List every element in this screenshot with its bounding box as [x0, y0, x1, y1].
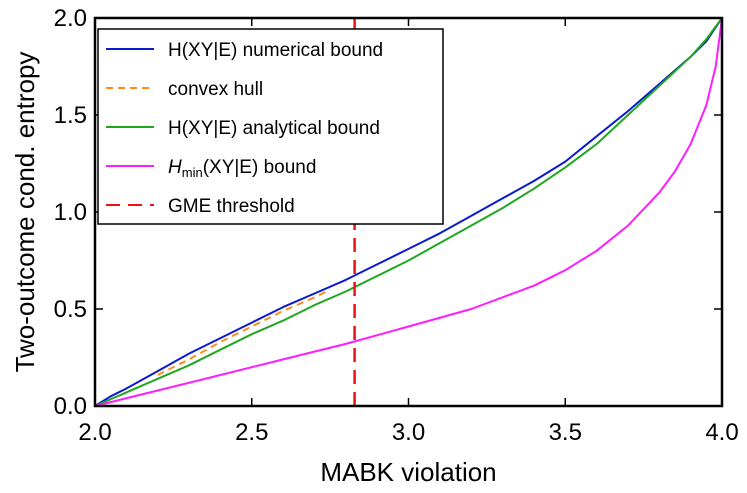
plot-lines: [94, 17, 723, 407]
series-line-2: [94, 17, 723, 407]
legend-label: H(XY|E) numerical bound: [168, 40, 383, 61]
legend-label: Hmin(XY|E) bound: [168, 157, 316, 180]
legend-label-sub: min: [182, 165, 203, 180]
series-line-3: [94, 17, 723, 407]
x-tick-label: 2.0: [78, 419, 111, 446]
series-line-0: [94, 17, 723, 407]
axis-ticks: 2.0 2.5 3.0 3.5 4.0 0.0 0.5 1.0 1.5 2.0: [54, 5, 739, 446]
legend-label-main: H: [168, 157, 182, 178]
legend-label: GME threshold: [168, 196, 295, 217]
legend-label: convex hull: [168, 79, 263, 100]
legend-box: [97, 28, 444, 225]
x-tick-label: 2.5: [235, 419, 268, 446]
y-tick-label: 0.5: [54, 296, 87, 323]
legend-label: H(XY|E) analytical bound: [168, 118, 380, 139]
series-line-1: [157, 288, 331, 376]
x-tick-label: 3.0: [392, 419, 425, 446]
y-axis-label: Two-outcome cond. entropy: [10, 52, 40, 373]
legend-label-rest: (XY|E) bound: [203, 157, 317, 178]
y-tick-label: 1.5: [54, 102, 87, 129]
x-axis-label: MABK violation: [320, 457, 496, 487]
y-tick-label: 2.0: [54, 5, 87, 32]
y-tick-label: 0.0: [54, 393, 87, 420]
y-tick-label: 1.0: [54, 199, 87, 226]
x-tick-label: 3.5: [549, 419, 582, 446]
x-tick-label: 4.0: [705, 419, 738, 446]
